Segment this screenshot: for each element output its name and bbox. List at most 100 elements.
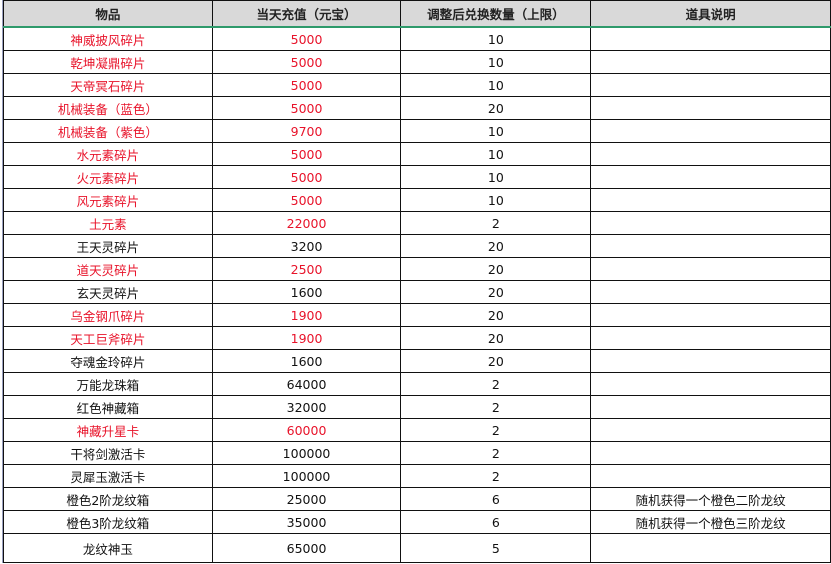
recharge-cell[interactable]: 64000 [211,372,402,396]
limit-cell[interactable]: 2 [400,395,592,419]
recharge-cell[interactable]: 5000 [211,165,402,189]
table-row: 道天灵碎片 2500 20 [3,257,831,281]
table-row: 橙色3阶龙纹箱 35000 6 随机获得一个橙色三阶龙纹 [3,510,831,534]
item-cell[interactable]: 龙纹神玉 [3,533,213,563]
header-description[interactable]: 道具说明 [590,0,831,28]
limit-cell[interactable]: 20 [400,234,592,258]
item-cell[interactable]: 机械装备（蓝色） [3,96,213,120]
item-cell[interactable]: 道天灵碎片 [3,257,213,281]
item-cell[interactable]: 天工巨斧碎片 [3,326,213,350]
recharge-cell[interactable]: 1900 [211,326,402,350]
limit-cell[interactable]: 2 [400,418,592,442]
item-cell[interactable]: 神威披风碎片 [3,26,213,51]
description-cell[interactable] [590,533,831,563]
description-cell[interactable]: 随机获得一个橙色三阶龙纹 [590,510,831,534]
description-cell[interactable] [590,372,831,396]
recharge-cell[interactable]: 100000 [211,441,402,465]
description-cell[interactable] [590,234,831,258]
limit-cell[interactable]: 2 [400,441,592,465]
header-limit[interactable]: 调整后兑换数量（上限） [400,0,592,28]
description-cell[interactable] [590,142,831,166]
limit-cell[interactable]: 20 [400,303,592,327]
recharge-cell[interactable]: 5000 [211,50,402,74]
description-cell[interactable] [590,211,831,235]
limit-cell[interactable]: 10 [400,142,592,166]
item-cell[interactable]: 火元素碎片 [3,165,213,189]
limit-cell[interactable]: 2 [400,372,592,396]
recharge-cell[interactable]: 60000 [211,418,402,442]
limit-cell[interactable]: 20 [400,349,592,373]
recharge-cell[interactable]: 25000 [211,487,402,511]
description-cell[interactable] [590,26,831,51]
description-cell[interactable] [590,418,831,442]
item-cell[interactable]: 天帝冥石碎片 [3,73,213,97]
recharge-cell[interactable]: 1600 [211,280,402,304]
recharge-cell[interactable]: 5000 [211,26,402,51]
limit-cell[interactable]: 20 [400,257,592,281]
recharge-cell[interactable]: 5000 [211,142,402,166]
item-cell[interactable]: 乌金钢爪碎片 [3,303,213,327]
recharge-cell[interactable]: 5000 [211,188,402,212]
limit-cell[interactable]: 6 [400,487,592,511]
description-cell[interactable] [590,280,831,304]
description-cell[interactable] [590,73,831,97]
item-cell[interactable]: 风元素碎片 [3,188,213,212]
recharge-cell[interactable]: 35000 [211,510,402,534]
recharge-cell[interactable]: 32000 [211,395,402,419]
limit-cell[interactable]: 20 [400,326,592,350]
item-cell[interactable]: 机械装备（紫色） [3,119,213,143]
recharge-cell[interactable]: 3200 [211,234,402,258]
item-cell[interactable]: 乾坤凝鼎碎片 [3,50,213,74]
table-row: 天帝冥石碎片 5000 10 [3,73,831,97]
item-cell[interactable]: 灵犀玉激活卡 [3,464,213,488]
item-cell[interactable]: 干将剑激活卡 [3,441,213,465]
description-cell[interactable] [590,349,831,373]
description-cell[interactable] [590,326,831,350]
recharge-cell[interactable]: 65000 [211,533,402,563]
description-cell[interactable] [590,303,831,327]
recharge-cell[interactable]: 100000 [211,464,402,488]
limit-cell[interactable]: 5 [400,533,592,563]
limit-cell[interactable]: 10 [400,50,592,74]
item-cell[interactable]: 玄天灵碎片 [3,280,213,304]
description-cell[interactable] [590,257,831,281]
item-cell[interactable]: 水元素碎片 [3,142,213,166]
recharge-cell[interactable]: 1600 [211,349,402,373]
header-item[interactable]: 物品 [3,0,213,28]
description-cell[interactable] [590,50,831,74]
description-cell[interactable] [590,96,831,120]
limit-cell[interactable]: 10 [400,188,592,212]
description-cell[interactable] [590,395,831,419]
recharge-cell[interactable]: 9700 [211,119,402,143]
recharge-cell[interactable]: 5000 [211,73,402,97]
description-cell[interactable] [590,441,831,465]
item-cell[interactable]: 神藏升星卡 [3,418,213,442]
description-cell[interactable] [590,119,831,143]
limit-cell[interactable]: 2 [400,464,592,488]
recharge-cell[interactable]: 5000 [211,96,402,120]
table-row: 橙色2阶龙纹箱 25000 6 随机获得一个橙色二阶龙纹 [3,487,831,511]
limit-cell[interactable]: 10 [400,119,592,143]
limit-cell[interactable]: 20 [400,280,592,304]
item-cell[interactable]: 橙色2阶龙纹箱 [3,487,213,511]
limit-cell[interactable]: 10 [400,165,592,189]
item-cell[interactable]: 橙色3阶龙纹箱 [3,510,213,534]
recharge-cell[interactable]: 22000 [211,211,402,235]
description-cell[interactable] [590,165,831,189]
item-cell[interactable]: 土元素 [3,211,213,235]
limit-cell[interactable]: 10 [400,26,592,51]
item-cell[interactable]: 万能龙珠箱 [3,372,213,396]
header-recharge[interactable]: 当天充值（元宝） [211,0,402,28]
item-cell[interactable]: 王天灵碎片 [3,234,213,258]
limit-cell[interactable]: 20 [400,96,592,120]
item-cell[interactable]: 红色神藏箱 [3,395,213,419]
description-cell[interactable] [590,464,831,488]
description-cell[interactable]: 随机获得一个橙色二阶龙纹 [590,487,831,511]
recharge-cell[interactable]: 1900 [211,303,402,327]
recharge-cell[interactable]: 2500 [211,257,402,281]
limit-cell[interactable]: 10 [400,73,592,97]
description-cell[interactable] [590,188,831,212]
limit-cell[interactable]: 2 [400,211,592,235]
limit-cell[interactable]: 6 [400,510,592,534]
item-cell[interactable]: 夺魂金玲碎片 [3,349,213,373]
